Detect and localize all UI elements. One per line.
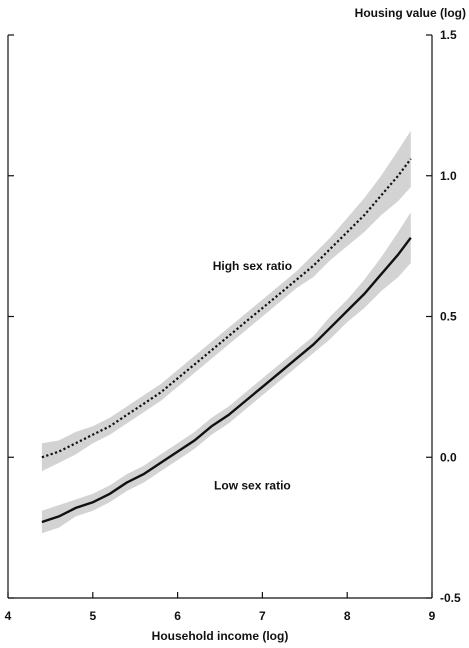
low-sex-ratio-label: Low sex ratio: [214, 478, 291, 492]
y-axis-title: Housing value (log): [355, 6, 466, 20]
series-lines: [41, 158, 412, 524]
y-tick-label: 0.0: [440, 450, 457, 464]
x-tick-label: 9: [429, 609, 436, 623]
high-sex-ratio-label: High sex ratio: [213, 259, 292, 273]
low-sex-ratio-band: [41, 212, 411, 534]
x-tick-label: 8: [344, 609, 351, 623]
y-tick-label: 0.5: [440, 310, 457, 324]
x-tick-label: 5: [89, 609, 96, 623]
annotations: High sex ratio Low sex ratio: [213, 259, 292, 493]
y-tick-label: 1.5: [440, 28, 457, 42]
high-sex-ratio-band: [41, 130, 411, 472]
ticks: 4 5 6 7 8 9 -0.5 0.0 0.5 1.0 1.5: [5, 28, 461, 623]
x-tick-label: 6: [174, 609, 181, 623]
confidence-bands: [41, 130, 411, 534]
y-tick-label: 1.0: [440, 169, 457, 183]
y-tick-label: -0.5: [440, 591, 461, 605]
x-tick-label: 4: [5, 609, 12, 623]
x-axis-title: Household income (log): [152, 629, 289, 643]
low-sex-ratio-line: [41, 236, 412, 524]
x-tick-label: 7: [259, 609, 266, 623]
